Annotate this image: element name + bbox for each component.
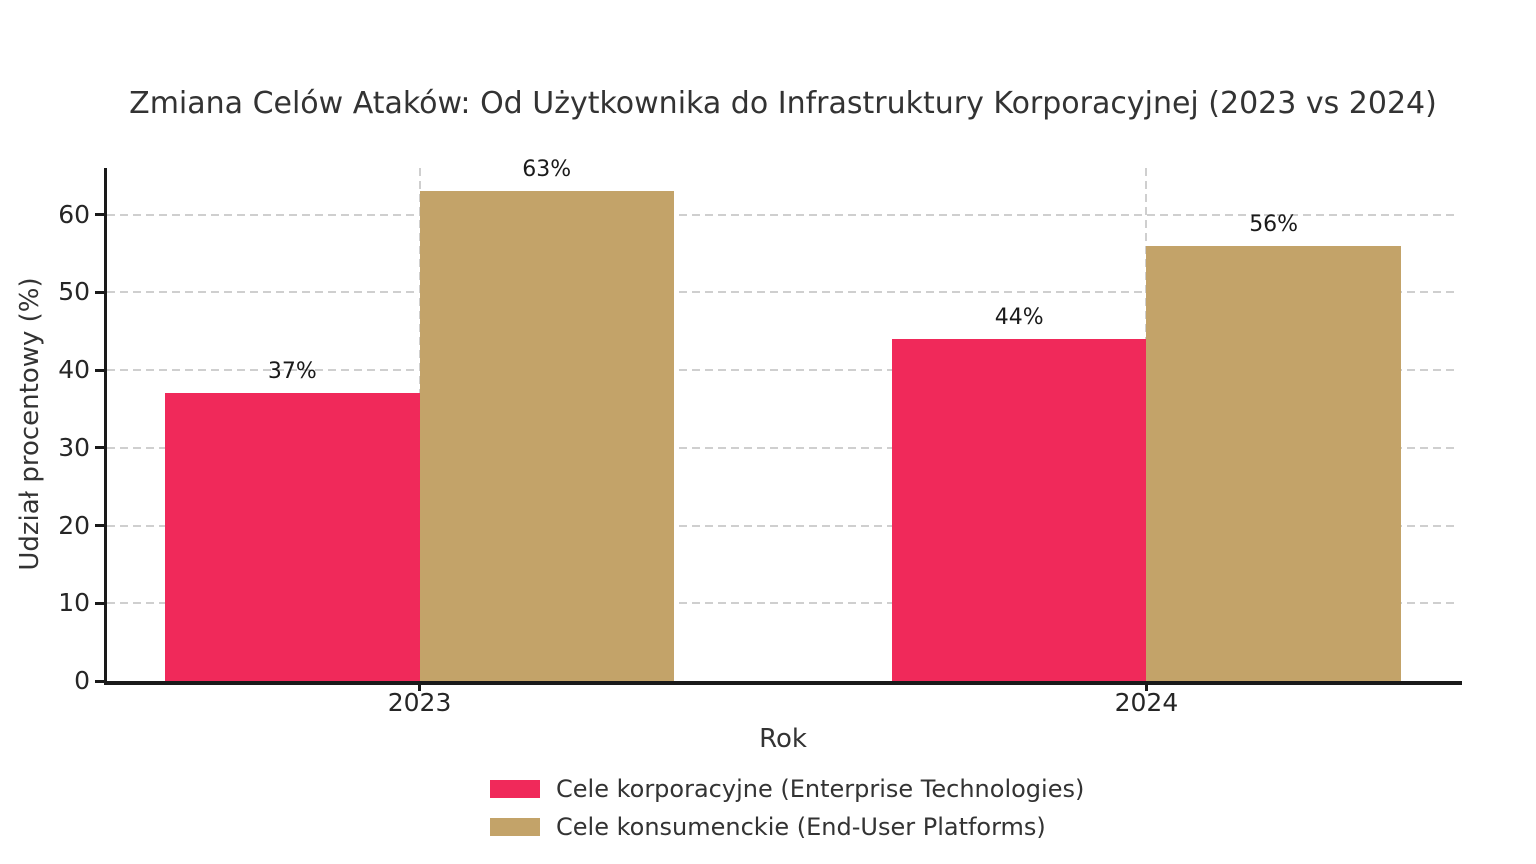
y-tick-label-0: 0 [74,666,90,695]
gridline-y-60 [107,213,1459,216]
bar-2024-cele-konsumenckie [1146,245,1401,681]
y-tick-mark-50 [95,290,104,294]
plot-area: 37% 44% 63% 56% [107,157,1459,681]
chart-title: Zmiana Celów Ataków: Od Użytkownika do I… [129,86,1437,121]
y-tick-label-50: 50 [58,277,90,307]
y-tick-mark-0 [95,679,104,683]
x-tick-mark-2024 [1144,685,1148,691]
y-tick-label-60: 60 [58,199,90,229]
y-axis-label: Udział procentowy (%) [15,277,45,571]
bar-2024-cele-korporacyjne [892,339,1147,681]
x-axis-label: Rok [759,724,807,754]
bar-2023-cele-konsumenckie [419,191,674,681]
legend-swatch-cele-korporacyjne [490,780,540,798]
y-tick-mark-60 [95,213,104,217]
y-tick-mark-10 [95,601,104,605]
gridline-y-20 [107,524,1459,527]
gridline-y-10 [107,602,1459,605]
y-tick-label-20: 20 [58,510,90,540]
gridline-y-50 [107,291,1459,294]
y-tick-label-40: 40 [58,355,90,385]
x-axis-spine [104,681,1462,685]
y-tick-mark-30 [95,446,104,450]
legend-label-cele-korporacyjne: Cele korporacyjne (Enterprise Technologi… [556,775,1085,803]
y-tick-mark-40 [95,368,104,372]
bar-2023-cele-korporacyjne [165,393,420,681]
value-label-2023-cele-korporacyjne: 37% [267,359,317,385]
y-axis-spine [104,168,107,685]
legend-item-cele-korporacyjne: Cele korporacyjne (Enterprise Technologi… [490,770,1084,808]
x-tick-label-2023: 2023 [387,688,452,717]
gridline-y-40 [107,369,1459,372]
legend-label-cele-konsumenckie: Cele konsumenckie (End-User Platforms) [556,813,1046,841]
x-tick-mark-2023 [418,685,422,691]
value-label-2024-cele-korporacyjne: 44% [994,305,1044,330]
value-label-2023-cele-konsumenckie: 63% [522,157,572,183]
value-label-2024-cele-konsumenckie: 56% [1249,211,1299,237]
y-tick-label-30: 30 [58,432,90,462]
y-tick-label-10: 10 [58,588,90,618]
legend: Cele korporacyjne (Enterprise Technologi… [490,770,1084,846]
gridline-y-30 [107,446,1459,449]
y-tick-mark-20 [95,524,104,528]
legend-swatch-cele-konsumenckie [490,818,540,836]
x-tick-label-2024: 2024 [1114,688,1179,717]
legend-item-cele-konsumenckie: Cele konsumenckie (End-User Platforms) [490,808,1084,846]
